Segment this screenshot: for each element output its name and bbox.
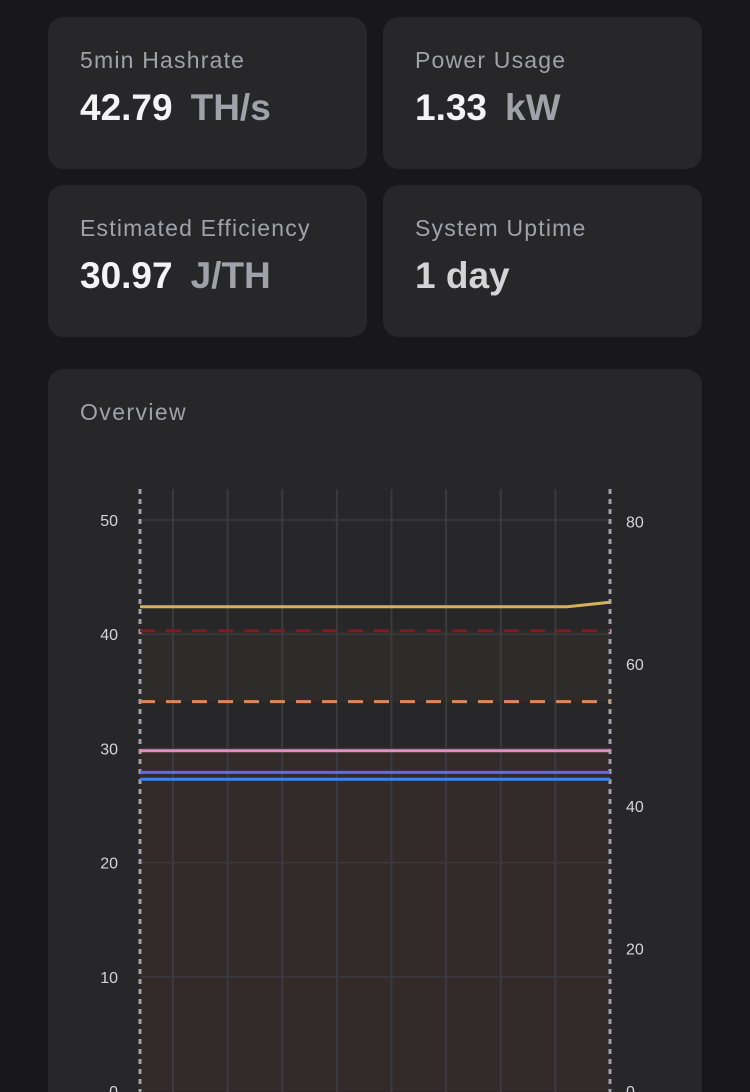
chart-right-tick-60: 60 bbox=[626, 657, 644, 674]
chart-left-tick-20: 20 bbox=[100, 856, 118, 873]
chart-right-tick-80: 80 bbox=[626, 514, 644, 531]
power-value: 1.33 kW bbox=[415, 87, 561, 129]
chart-left-tick-40: 40 bbox=[100, 627, 118, 644]
chart-left-tick-50: 50 bbox=[100, 513, 118, 530]
hashrate-unit: TH/s bbox=[190, 87, 271, 128]
efficiency-unit: J/TH bbox=[190, 255, 271, 296]
efficiency-number: 30.97 bbox=[80, 255, 173, 296]
efficiency-value: 30.97 J/TH bbox=[80, 255, 271, 297]
overview-card: Overview 0 10 20 30 40 50 0 20 40 60 80 bbox=[48, 369, 702, 1092]
power-number: 1.33 bbox=[415, 87, 488, 128]
chart-left-tick-10: 10 bbox=[100, 970, 118, 987]
chart-series-line-0 bbox=[140, 600, 611, 609]
overview-title: Overview bbox=[80, 399, 188, 425]
chart-band-1 bbox=[140, 750, 610, 1091]
hashrate-value: 42.79 TH/s bbox=[80, 87, 271, 129]
efficiency-card: Estimated Efficiency 30.97 J/TH bbox=[48, 185, 367, 337]
chart-left-tick-30: 30 bbox=[100, 741, 118, 758]
efficiency-label: Estimated Efficiency bbox=[80, 215, 311, 241]
hashrate-number: 42.79 bbox=[80, 87, 173, 128]
hashrate-label: 5min Hashrate bbox=[80, 47, 246, 73]
uptime-value: 1 day bbox=[415, 255, 528, 297]
uptime-card: System Uptime 1 day bbox=[383, 185, 702, 337]
overview-chart[interactable]: 0 10 20 30 40 50 0 20 40 60 80 bbox=[48, 369, 702, 1092]
chart-band-0 bbox=[140, 630, 610, 702]
chart-right-tick-0: 0 bbox=[626, 1084, 635, 1092]
uptime-label: System Uptime bbox=[415, 215, 587, 241]
chart-left-tick-0: 0 bbox=[109, 1084, 118, 1092]
chart-right-tick-20: 20 bbox=[626, 942, 644, 959]
power-unit: kW bbox=[505, 87, 561, 128]
power-label: Power Usage bbox=[415, 47, 567, 73]
hashrate-card: 5min Hashrate 42.79 TH/s bbox=[48, 17, 367, 169]
uptime-number: 1 day bbox=[415, 255, 510, 296]
chart-right-tick-40: 40 bbox=[626, 799, 644, 816]
power-card: Power Usage 1.33 kW bbox=[383, 17, 702, 169]
